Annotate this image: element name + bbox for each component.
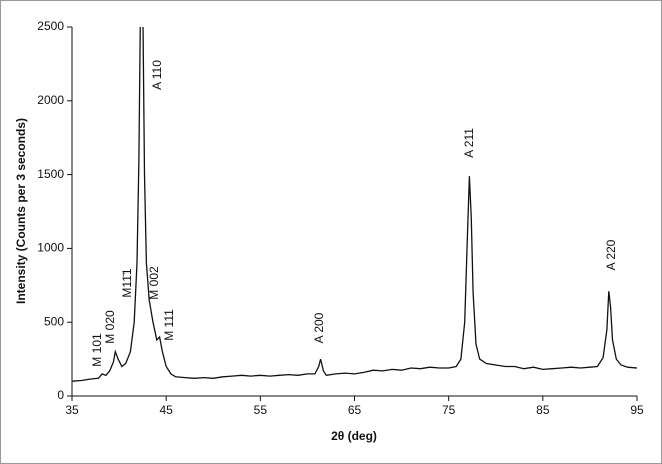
data-line xyxy=(72,27,637,382)
x-tick-label: 65 xyxy=(348,403,362,417)
peak-label: M 101 xyxy=(90,333,104,367)
y-tick-label: 1500 xyxy=(37,167,64,181)
x-tick-label: 75 xyxy=(442,403,456,417)
x-tick-label: 55 xyxy=(254,403,268,417)
y-tick-label: 500 xyxy=(44,314,64,328)
x-tick-label: 35 xyxy=(65,403,79,417)
peak-label: M 002 xyxy=(147,266,161,300)
x-tick-label: 95 xyxy=(630,403,644,417)
peak-label: M11̄1 xyxy=(120,268,134,297)
peak-label: M 020 xyxy=(103,310,117,344)
y-axis-title: Intensity (Counts per 3 seconds) xyxy=(14,118,28,304)
x-tick-label: 85 xyxy=(536,403,550,417)
x-axis-title: 2θ (deg) xyxy=(331,429,377,443)
peak-label: A 220 xyxy=(604,239,618,270)
peak-label: A 211 xyxy=(462,128,476,158)
y-tick-label: 1000 xyxy=(37,241,64,255)
y-tick-label: 2500 xyxy=(37,19,64,33)
x-tick-label: 45 xyxy=(159,403,173,417)
peak-label: A 200 xyxy=(312,312,326,343)
y-tick-label: 0 xyxy=(57,388,64,402)
y-tick-label: 2000 xyxy=(37,93,64,107)
peak-label: A 110 xyxy=(150,60,164,90)
peak-label: M 111 xyxy=(162,309,176,341)
